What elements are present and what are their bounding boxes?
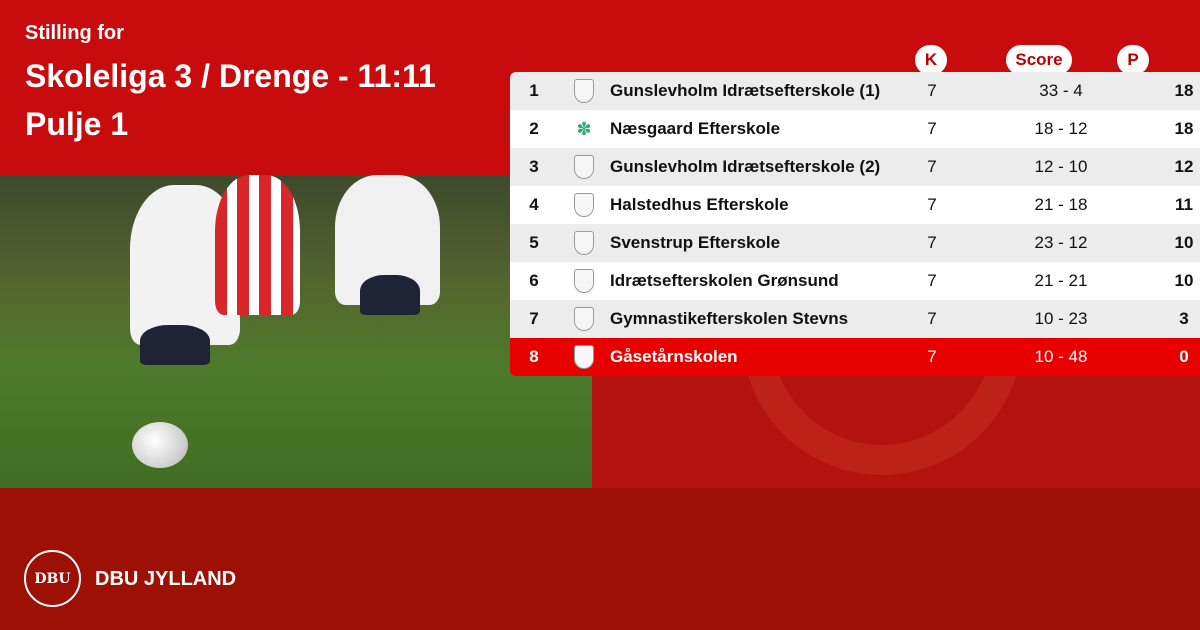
- shield-icon: [574, 79, 594, 103]
- table-row: 4 Halstedhus Efterskole 7 21 - 18 11: [510, 186, 1200, 224]
- matches: 7: [927, 347, 937, 366]
- team-name: Næsgaard Efterskole: [610, 119, 781, 138]
- football: [132, 422, 188, 468]
- table-row: 1 Gunslevholm Idrætsefterskole (1) 7 33 …: [510, 72, 1200, 110]
- brand-name: DBU JYLLAND: [95, 568, 237, 590]
- score: 21 - 18: [1034, 195, 1088, 214]
- team-logo: [558, 155, 610, 179]
- matches: 7: [927, 309, 937, 328]
- score: 12 - 10: [1034, 157, 1088, 176]
- score: 21 - 21: [1034, 271, 1088, 290]
- football-photo: [0, 175, 592, 488]
- points: 18: [1174, 81, 1194, 100]
- team-logo: ✽: [558, 119, 610, 140]
- page-title: Skoleliga 3 / Drenge - 11:11: [25, 58, 436, 94]
- team-name: Gymnastikefterskolen Stevns: [610, 309, 849, 328]
- points: 18: [1174, 119, 1194, 138]
- matches: 7: [927, 271, 937, 290]
- team-name: Gunslevholm Idrætsefterskole (2): [610, 157, 881, 176]
- shield-icon: [574, 193, 594, 217]
- team-logo: [558, 307, 610, 331]
- shield-icon: [574, 269, 594, 293]
- tree-icon: ✽: [576, 118, 592, 139]
- team-logo: [558, 79, 610, 103]
- score: 33 - 4: [1039, 81, 1083, 100]
- rank: 3: [529, 157, 539, 176]
- team-name: Gåsetårnskolen: [610, 347, 738, 366]
- shield-icon: [574, 345, 594, 369]
- team-logo: [558, 345, 610, 369]
- rank: 1: [529, 81, 539, 100]
- score: 18 - 12: [1034, 119, 1088, 138]
- score: 23 - 12: [1034, 233, 1088, 252]
- team-name: Gunslevholm Idrætsefterskole (1): [610, 81, 881, 100]
- rank: 6: [529, 271, 539, 290]
- team-logo: [558, 269, 610, 293]
- shield-icon: [574, 307, 594, 331]
- table-row: 7 Gymnastikefterskolen Stevns 7 10 - 23 …: [510, 300, 1200, 338]
- rank: 7: [529, 309, 539, 328]
- table-row: 2 ✽ Næsgaard Efterskole 7 18 - 12 18: [510, 110, 1200, 148]
- matches: 7: [927, 119, 937, 138]
- points: 0: [1179, 347, 1189, 366]
- table-row: 5 Svenstrup Efterskole 7 23 - 12 10: [510, 224, 1200, 262]
- column-header-p: P: [1117, 45, 1149, 75]
- points: 12: [1174, 157, 1194, 176]
- points: 10: [1174, 271, 1194, 290]
- column-header-k: K: [915, 45, 947, 75]
- points: 11: [1175, 195, 1193, 214]
- column-header-score: Score: [1006, 45, 1072, 75]
- dbu-logo: DBU: [24, 550, 81, 607]
- shield-icon: [574, 155, 594, 179]
- team-name: Halstedhus Efterskole: [610, 195, 789, 214]
- rank: 8: [529, 347, 539, 366]
- table-row: 3 Gunslevholm Idrætsefterskole (2) 7 12 …: [510, 148, 1200, 186]
- table-row: 8 Gåsetårnskolen 7 10 - 48 0: [510, 338, 1200, 376]
- team-name: Svenstrup Efterskole: [610, 233, 781, 252]
- matches: 7: [927, 157, 937, 176]
- shield-icon: [574, 231, 594, 255]
- score: 10 - 23: [1034, 309, 1088, 328]
- team-logo: [558, 231, 610, 255]
- matches: 7: [927, 233, 937, 252]
- matches: 7: [927, 195, 937, 214]
- subtitle: Stilling for: [25, 22, 124, 44]
- standings-table: 1 Gunslevholm Idrætsefterskole (1) 7 33 …: [510, 72, 1200, 376]
- rank: 2: [529, 119, 539, 138]
- rank: 5: [529, 233, 539, 252]
- team-logo: [558, 193, 610, 217]
- rank: 4: [529, 195, 539, 214]
- score: 10 - 48: [1034, 347, 1088, 366]
- points: 3: [1179, 309, 1189, 328]
- group-title: Pulje 1: [25, 106, 129, 142]
- table-row: 6 Idrætsefterskolen Grønsund 7 21 - 21 1…: [510, 262, 1200, 300]
- matches: 7: [927, 81, 937, 100]
- team-name: Idrætsefterskolen Grønsund: [610, 271, 839, 290]
- points: 10: [1174, 233, 1194, 252]
- dbu-logo-text: DBU: [34, 570, 71, 587]
